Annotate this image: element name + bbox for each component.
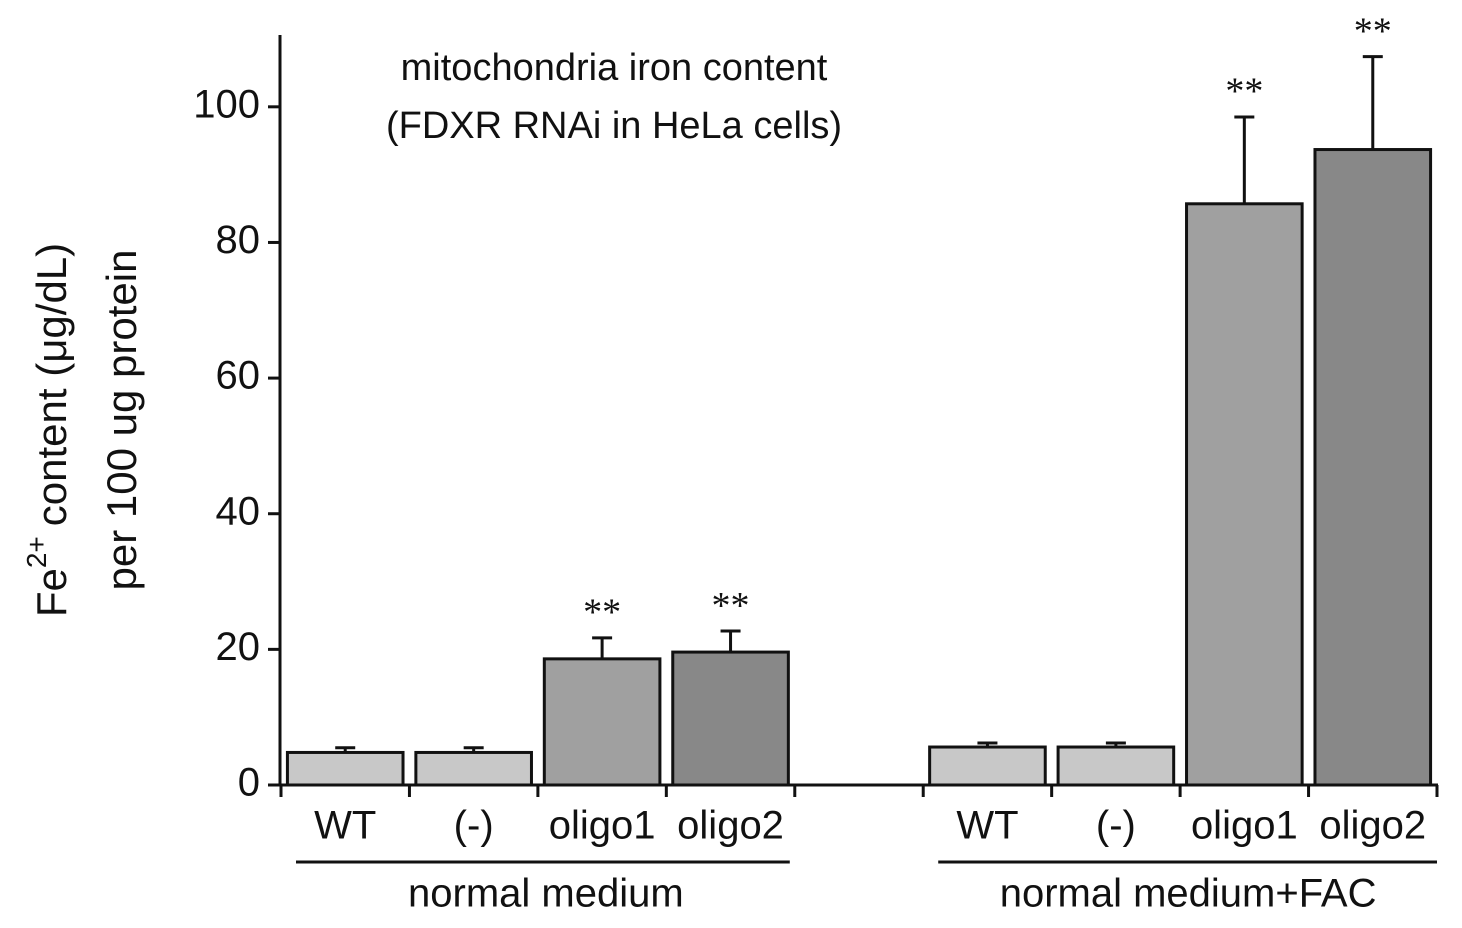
- bar: [1056, 745, 1176, 787]
- x-tick-label: (-): [1096, 804, 1136, 848]
- y-tick-label: 40: [216, 489, 261, 533]
- y-axis-label-line2: per 100 ug protein: [98, 250, 145, 591]
- y-tick-label: 20: [216, 625, 261, 669]
- x-tick-label: WT: [956, 804, 1018, 848]
- significance: **: [1354, 10, 1392, 52]
- significance: **: [712, 585, 750, 627]
- significance: **: [1225, 71, 1263, 113]
- x-tick-label: oligo2: [677, 804, 784, 848]
- bar: [671, 650, 790, 787]
- bar: [542, 657, 662, 787]
- x-tick-label: WT: [314, 804, 376, 848]
- y-label-rest: content (μg/dL): [28, 243, 75, 526]
- y-tick-label: 80: [216, 218, 261, 262]
- y-axis-label: Fe2+ content (μg/dL): [21, 243, 75, 617]
- x-tick-label: oligo2: [1319, 804, 1426, 848]
- bar: [1313, 148, 1433, 787]
- bar: [928, 745, 1047, 787]
- chart-title: mitochondria iron content: [401, 47, 828, 89]
- group-label: normal medium: [408, 872, 684, 916]
- x-tick-label: oligo1: [549, 804, 656, 848]
- significance: **: [583, 592, 621, 634]
- bar: [414, 750, 533, 787]
- y-label-sup: 2+: [21, 536, 52, 568]
- y-tick-label: 100: [193, 82, 260, 126]
- x-tick-label: (-): [454, 804, 494, 848]
- chart-subtitle: (FDXR RNAi in HeLa cells): [386, 105, 842, 147]
- y-tick-label: 60: [216, 354, 261, 398]
- x-tick-label: oligo1: [1191, 804, 1298, 848]
- bar: [1185, 202, 1304, 787]
- bar: [285, 750, 405, 787]
- group-label: normal medium+FAC: [1000, 872, 1377, 916]
- y-tick-label: 0: [238, 761, 260, 805]
- y-label-base: Fe: [28, 568, 75, 617]
